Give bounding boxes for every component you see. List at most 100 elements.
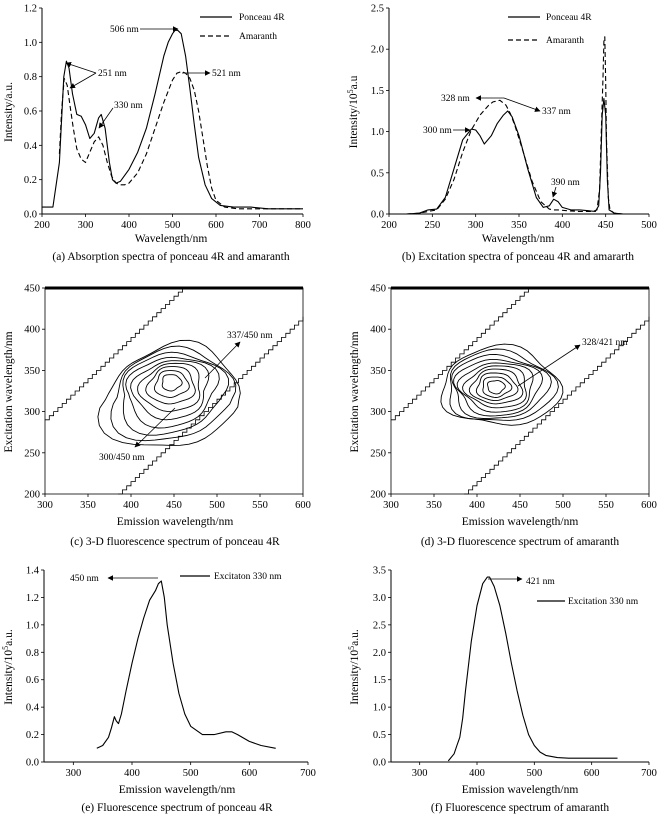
x-tick-label-f: 700 bbox=[641, 768, 657, 779]
plot-frame-d bbox=[390, 287, 650, 495]
contour-line-c bbox=[137, 362, 201, 412]
x-tick-label-c: 500 bbox=[209, 500, 225, 511]
y-axis-label-b-tail: a.u bbox=[348, 75, 360, 89]
x-tick-label-e: 500 bbox=[183, 768, 199, 779]
x-tick-label-d: 350 bbox=[426, 500, 442, 511]
y-tick-label-b: 1.5 bbox=[371, 86, 384, 97]
y-tick-label-a: 1.0 bbox=[24, 38, 37, 49]
x-tick-label-f: 500 bbox=[526, 768, 542, 779]
x-tick-label-b: 450 bbox=[598, 220, 614, 231]
axes-e bbox=[43, 570, 308, 763]
caption-d: (d) 3-D fluorescence spectrum of amarant… bbox=[421, 536, 620, 548]
chart-panel-a: 200 300 400 500 600 700 800 0.0 0.2 0.4 0.6 0.8 1.0 1… bbox=[3, 4, 311, 264]
annotation-328-421nm: 328/421 nm bbox=[582, 338, 628, 348]
x-tick-label-e: 700 bbox=[300, 768, 316, 779]
x-tick-label-b: 300 bbox=[468, 220, 484, 231]
annotation-328nm: 328 nm bbox=[441, 94, 470, 104]
annotation-506nm: 506 nm bbox=[110, 25, 139, 35]
annotations-b: 328 nm 337 nm 300 nm 390 nm bbox=[423, 94, 580, 198]
y-tick-label-b: 1.0 bbox=[371, 127, 384, 138]
x-tick-label-e: 300 bbox=[65, 768, 81, 779]
x-tick-label-b: 400 bbox=[554, 220, 570, 231]
x-axis-label-b: Wavelength/nm bbox=[482, 233, 555, 245]
x-tick-label-a: 300 bbox=[78, 220, 94, 231]
axes-b bbox=[388, 8, 649, 215]
y-tick-label-f: 3.0 bbox=[373, 593, 386, 604]
ticks-b: 200 250 300 350 400 450 500 0.0 0.5 1.0 1.5 2.0 2.5 bbox=[371, 4, 657, 232]
y-tick-label-e: 1.4 bbox=[26, 566, 40, 577]
legend-e: Excitaton 330 nm bbox=[180, 572, 282, 582]
axes-f bbox=[390, 570, 649, 763]
y-tick-label-d: 450 bbox=[370, 284, 386, 295]
y-tick-label-e: 0.8 bbox=[26, 648, 39, 659]
y-tick-label-a: 0.0 bbox=[24, 210, 37, 221]
arrow-337nm bbox=[503, 97, 541, 112]
annotation-300nm: 300 nm bbox=[423, 126, 452, 136]
y-tick-label-b: 2.0 bbox=[371, 45, 384, 56]
axes-d bbox=[390, 286, 650, 495]
y-tick-label-f: 0.0 bbox=[373, 758, 386, 769]
plot-frame-c bbox=[44, 287, 304, 495]
annotation-330nm: 330 nm bbox=[114, 101, 143, 111]
x-tick-label-a: 200 bbox=[34, 220, 50, 231]
caption-f: (f) Fluorescence spectrum of amaranth bbox=[431, 802, 609, 814]
ticks-e: 300 400 500 600 700 0.0 0.2 0.4 0.6 0.8 1.0 1.2 1.4 bbox=[26, 566, 316, 780]
y-tick-label-d: 300 bbox=[370, 407, 386, 418]
x-tick-label-d: 600 bbox=[641, 500, 657, 511]
scatter-line-upper-d bbox=[391, 288, 529, 421]
y-tick-label-e: 0.0 bbox=[26, 758, 39, 769]
y-tick-label-d: 400 bbox=[370, 325, 386, 336]
x-axis-label-f: Emission wavelength/nm bbox=[462, 784, 579, 796]
y-axis-label-e-main: Intensity/10 bbox=[3, 650, 15, 705]
contour-line-c bbox=[97, 339, 241, 446]
annotation-300-450nm: 300/450 nm bbox=[99, 453, 145, 463]
annotation-337nm: 337 nm bbox=[542, 107, 571, 117]
x-axis-label-c: Emission wavelength/nm bbox=[117, 516, 234, 528]
x-axis-label-a: Wavelength/nm bbox=[135, 233, 208, 245]
y-tick-label-e: 0.6 bbox=[26, 675, 39, 686]
y-tick-label-b: 0.0 bbox=[371, 210, 384, 221]
x-tick-label-b: 200 bbox=[381, 220, 397, 231]
annotations-d: 328/421 nm bbox=[517, 338, 628, 387]
y-tick-label-a: 0.8 bbox=[24, 72, 37, 83]
annotation-521nm: 521 nm bbox=[212, 69, 241, 79]
series-line-b-0 bbox=[406, 98, 624, 215]
contour-line-d bbox=[462, 365, 527, 409]
y-tick-label-f: 2.5 bbox=[373, 620, 386, 631]
contour-line-d bbox=[453, 358, 544, 417]
caption-e: (e) Fluorescence spectrum of ponceau 4R bbox=[81, 802, 273, 814]
y-tick-label-c: 300 bbox=[24, 407, 40, 418]
annotation-390nm: 390 nm bbox=[551, 178, 580, 188]
legend-b: Ponceau 4R Amaranth bbox=[508, 13, 592, 46]
y-tick-label-c: 250 bbox=[24, 448, 40, 459]
x-tick-label-a: 500 bbox=[165, 220, 181, 231]
x-tick-label-a: 400 bbox=[121, 220, 137, 231]
arrow-390nm bbox=[551, 186, 558, 198]
x-axis-label-e: Emission wavelength/nm bbox=[119, 784, 236, 796]
annotation-251nm: 251 nm bbox=[98, 69, 127, 79]
y-tick-label-c: 400 bbox=[24, 325, 40, 336]
annotations-f: 421 nm bbox=[488, 576, 555, 587]
chart-panel-e: 300 400 500 600 7000.00.20.40.60.81.01.21.4 … bbox=[1, 566, 316, 815]
y-axis-label-b: Intensity/105a.u bbox=[346, 75, 360, 148]
scatter-line-lower-d bbox=[464, 316, 650, 495]
y-tick-label-c: 350 bbox=[24, 366, 40, 377]
legend-f: Excitation 330 nm bbox=[537, 597, 639, 607]
ticks-f: 300 400 500 600 700 0.0 0.5 1.0 1.5 2.0 2.5 3.0 3.5 bbox=[373, 566, 657, 780]
x-tick-label-d: 400 bbox=[469, 500, 485, 511]
x-tick-label-d: 450 bbox=[512, 500, 528, 511]
y-axis-label-c: Excitation wavelength/nm bbox=[3, 331, 15, 452]
contour-line-c bbox=[125, 356, 220, 429]
y-axis-label-b-sup: 5 bbox=[346, 89, 355, 93]
x-tick-label-a: 600 bbox=[208, 220, 224, 231]
y-tick-label-d: 200 bbox=[370, 490, 386, 501]
ticks-d: 300 350 400 450 500 550 600 200 250 300 350 400 450 bbox=[370, 284, 657, 512]
arrow-251nm-2 bbox=[69, 72, 97, 89]
series-line-a-1 bbox=[58, 70, 303, 210]
x-tick-label-c: 300 bbox=[37, 500, 53, 511]
series-group-f bbox=[447, 576, 618, 762]
series-group-a bbox=[42, 29, 303, 210]
ticks-a: 200 300 400 500 600 700 800 0.0 0.2 0.4 0.6 0.8 1.0 1… bbox=[24, 4, 311, 232]
caption-a: (a) Absorption spectra of ponceau 4R and… bbox=[52, 251, 290, 263]
axes-c bbox=[44, 286, 304, 495]
